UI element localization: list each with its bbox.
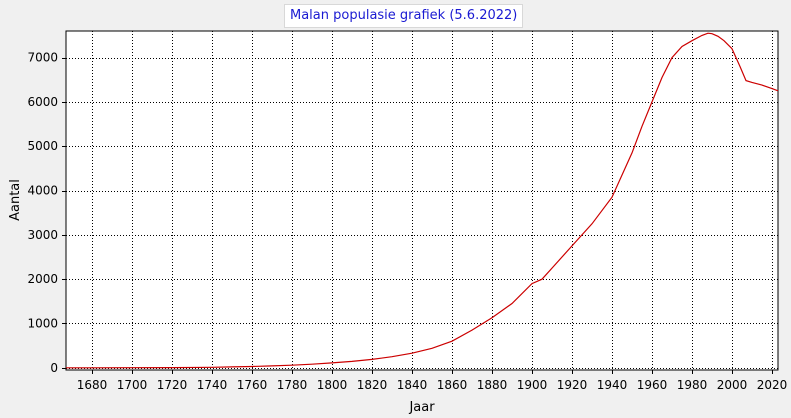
x-tick-label: 1940 <box>597 378 628 392</box>
y-axis-label: Aantal <box>8 179 23 221</box>
x-tick-label: 1880 <box>477 378 508 392</box>
y-tick-label: 5000 <box>27 139 58 153</box>
x-tick-label: 1820 <box>357 378 388 392</box>
plot-area <box>65 30 779 371</box>
y-tick-label: 1000 <box>27 316 58 330</box>
x-tick-label: 1680 <box>77 378 108 392</box>
x-tick-label: 1740 <box>197 378 228 392</box>
x-tick-label: 1780 <box>277 378 308 392</box>
x-tick-label: 1920 <box>557 378 588 392</box>
x-tick-label: 2020 <box>757 378 788 392</box>
series-line <box>66 32 779 369</box>
x-tick-label: 1960 <box>637 378 668 392</box>
x-tick-label: 1980 <box>677 378 708 392</box>
x-tick-label: 1840 <box>397 378 428 392</box>
x-tick-label: 1900 <box>517 378 548 392</box>
x-axis-label: Jaar <box>408 400 435 415</box>
x-gridlines <box>92 31 773 370</box>
chart-title: Malan populasie grafiek (5.6.2022) <box>284 4 524 28</box>
x-tick-label: 1720 <box>157 378 188 392</box>
x-tick-label: 2000 <box>717 378 748 392</box>
y-tick-label: 0 <box>50 361 58 375</box>
x-tick-label: 1800 <box>317 378 348 392</box>
y-tick-label: 3000 <box>27 228 58 242</box>
x-axis-ticks: 1680 1700 1720 1740 1760 1780 1800 1820 1840 1860… <box>77 370 788 392</box>
x-tick-label: 1860 <box>437 378 468 392</box>
y-tick-label: 4000 <box>27 184 58 198</box>
y-tick-label: 2000 <box>27 272 58 286</box>
y-tick-label: 6000 <box>27 95 58 109</box>
y-tick-label: 7000 <box>27 51 58 65</box>
x-tick-label: 1760 <box>237 378 268 392</box>
x-tick-label: 1700 <box>117 378 148 392</box>
y-axis-ticks: 0 1000 2000 3000 4000 5000 6000 7000 <box>27 51 66 375</box>
